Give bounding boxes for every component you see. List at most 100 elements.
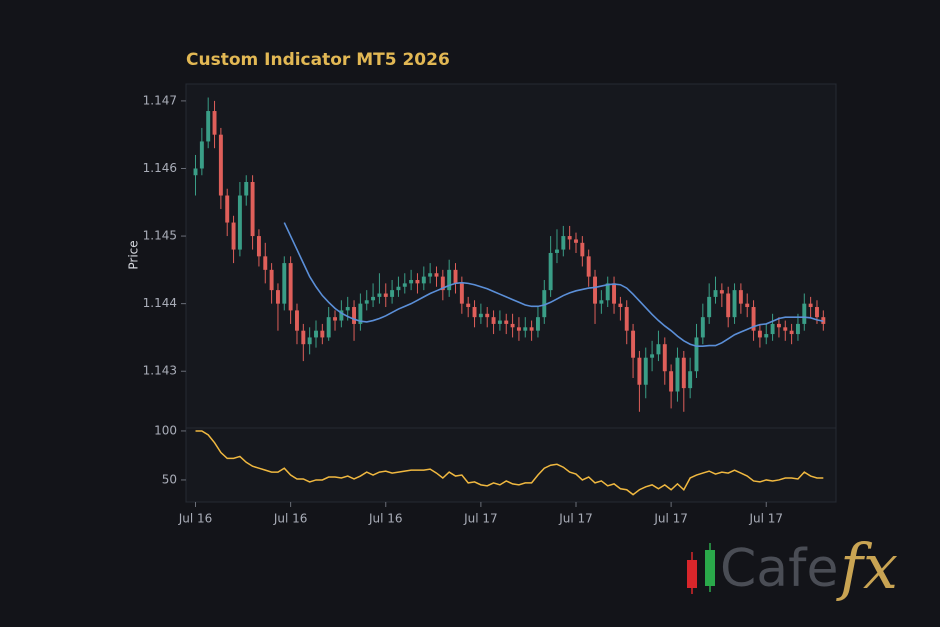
- candle-body: [523, 327, 528, 331]
- logo: Cafe fx: [687, 530, 898, 603]
- candle-body: [333, 317, 337, 321]
- y-tick-label: 50: [162, 472, 177, 486]
- candle-body: [700, 317, 705, 338]
- candle-body: [282, 263, 287, 304]
- candle-body: [770, 323, 775, 335]
- y-tick-label: 1.144: [143, 296, 177, 310]
- candle-body: [789, 330, 794, 335]
- y-axis-label: Price: [127, 240, 141, 269]
- candle-body: [256, 236, 261, 257]
- candle-body: [808, 303, 813, 308]
- candle-body: [244, 181, 249, 196]
- candle-body: [402, 283, 407, 287]
- x-tick-label: Jul 16: [273, 512, 308, 526]
- candle-body: [802, 303, 807, 324]
- candle-body: [624, 307, 629, 331]
- candle-body: [263, 256, 268, 270]
- candle-body: [288, 263, 293, 311]
- candle-body: [491, 317, 496, 324]
- x-tick-label: Jul 17: [558, 512, 593, 526]
- candle-body: [726, 293, 731, 318]
- candle-body: [713, 290, 718, 297]
- candle-body: [295, 310, 299, 331]
- candle-body: [485, 313, 490, 318]
- candle-body: [358, 303, 363, 324]
- candle-body: [815, 307, 819, 318]
- candle-body: [618, 303, 623, 308]
- x-tick-label: Jul 17: [463, 512, 498, 526]
- logo-text: Cafe: [720, 539, 838, 599]
- candle-body: [643, 357, 648, 385]
- candle-body: [650, 354, 655, 358]
- candle-body: [237, 195, 242, 250]
- y-tick-label: 100: [154, 423, 177, 437]
- candle-body: [434, 273, 439, 277]
- candle-body: [320, 330, 325, 338]
- candle-body: [757, 330, 762, 338]
- candle-body: [631, 330, 636, 358]
- candle-body: [637, 357, 642, 385]
- candle-body: [193, 168, 198, 176]
- price-panel: [185, 83, 837, 429]
- candle-body: [783, 327, 788, 331]
- candle-body: [561, 236, 566, 250]
- candle-body: [662, 344, 667, 372]
- candle-body: [364, 300, 369, 304]
- candle-body: [745, 303, 750, 308]
- candle-body: [472, 307, 477, 318]
- candle-body: [688, 371, 693, 389]
- candle-body: [231, 222, 236, 250]
- candle-body: [707, 296, 712, 318]
- candle-body: [440, 276, 445, 291]
- indicator-line: [195, 430, 824, 496]
- candle-body: [206, 111, 211, 142]
- candle-body: [453, 269, 458, 284]
- candle-body: [510, 323, 515, 328]
- y-tick-label: 1.146: [143, 161, 177, 175]
- x-tick-label: Jul 17: [653, 512, 688, 526]
- candle-body: [307, 337, 312, 345]
- candle-body: [409, 279, 414, 284]
- candle-body: [612, 283, 617, 304]
- candle-body: [225, 195, 230, 223]
- candle-body: [694, 337, 699, 372]
- candle-body: [542, 290, 547, 318]
- candle-body: [751, 307, 756, 331]
- y-tick-label: 1.143: [143, 364, 177, 378]
- candle-body: [314, 330, 318, 338]
- candle-body: [732, 290, 737, 318]
- candle-body: [275, 290, 280, 304]
- candle-body: [681, 357, 686, 389]
- candle-body: [504, 320, 509, 324]
- candle-body: [218, 134, 223, 196]
- candle-body: [415, 279, 420, 284]
- y-tick-label: 1.145: [143, 229, 177, 243]
- candle-body: [339, 310, 344, 321]
- candle-body: [396, 286, 401, 291]
- x-tick-label: Jul 16: [368, 512, 403, 526]
- candle-body: [466, 303, 471, 308]
- candle-body: [269, 269, 274, 291]
- candle-body: [719, 290, 724, 294]
- candle-body: [199, 141, 204, 169]
- candle-body: [593, 276, 597, 304]
- candle-body: [738, 290, 743, 304]
- indicator-panel: [185, 427, 837, 503]
- candle-body: [795, 323, 800, 335]
- candle-body: [548, 252, 553, 291]
- candle-body: [599, 300, 604, 304]
- candle-body: [428, 273, 433, 277]
- candle-body: [447, 269, 452, 291]
- x-tick-label: Jul 16: [178, 512, 213, 526]
- x-tick-label: Jul 17: [748, 512, 783, 526]
- candle-body: [516, 327, 521, 331]
- candle-body: [776, 323, 781, 328]
- candle-body: [352, 307, 357, 324]
- candle-body: [301, 330, 306, 345]
- candle-body: [326, 317, 331, 338]
- candle-body: [383, 293, 388, 297]
- candle-body: [377, 293, 382, 297]
- candle-body: [656, 344, 661, 355]
- y-tick-label: 1.147: [143, 93, 177, 107]
